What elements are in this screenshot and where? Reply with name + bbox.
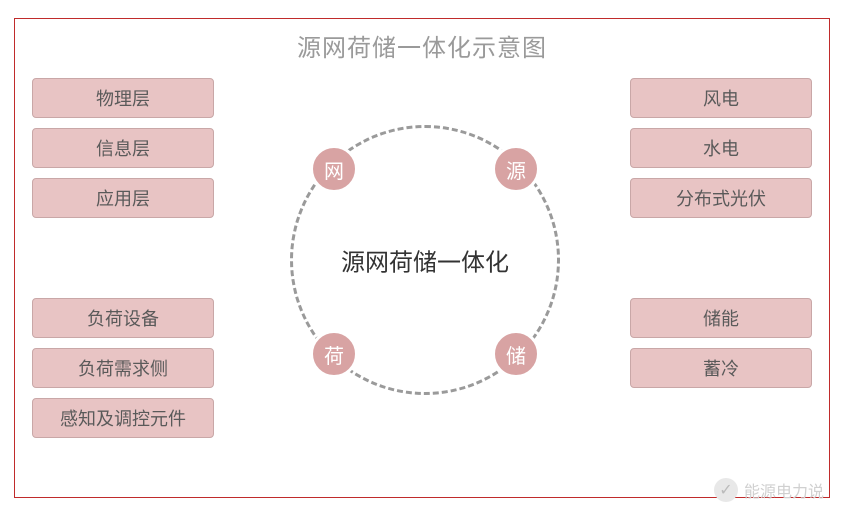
node-store: 储: [492, 330, 540, 378]
box-storage: 储能: [630, 298, 812, 338]
wechat-icon: ✓: [714, 478, 738, 502]
box-app-layer: 应用层: [32, 178, 214, 218]
box-label: 应用层: [96, 185, 150, 211]
watermark: ✓ 能源电力说: [714, 478, 824, 502]
box-label: 风电: [703, 85, 739, 111]
box-label: 分布式光伏: [676, 185, 766, 211]
box-physical-layer: 物理层: [32, 78, 214, 118]
box-label: 负荷设备: [87, 305, 159, 331]
box-label: 信息层: [96, 135, 150, 161]
box-sense-control: 感知及调控元件: [32, 398, 214, 438]
diagram-title: 源网荷储一体化示意图: [297, 28, 547, 63]
box-info-layer: 信息层: [32, 128, 214, 168]
box-label: 负荷需求侧: [78, 355, 168, 381]
box-label: 感知及调控元件: [60, 405, 186, 431]
node-label: 荷: [324, 340, 344, 369]
box-cold-storage: 蓄冷: [630, 348, 812, 388]
box-label: 储能: [703, 305, 739, 331]
node-label: 网: [324, 155, 344, 184]
box-load-device: 负荷设备: [32, 298, 214, 338]
box-label: 蓄冷: [703, 355, 739, 381]
node-source: 源: [492, 145, 540, 193]
node-grid: 网: [310, 145, 358, 193]
node-label: 储: [506, 340, 526, 369]
node-label: 源: [506, 155, 526, 184]
box-label: 物理层: [96, 85, 150, 111]
center-label: 源网荷储一体化: [341, 243, 509, 278]
box-distributed-pv: 分布式光伏: [630, 178, 812, 218]
box-wind: 风电: [630, 78, 812, 118]
node-load: 荷: [310, 330, 358, 378]
box-hydro: 水电: [630, 128, 812, 168]
box-label: 水电: [703, 135, 739, 161]
watermark-text: 能源电力说: [744, 478, 824, 502]
box-load-demand: 负荷需求侧: [32, 348, 214, 388]
